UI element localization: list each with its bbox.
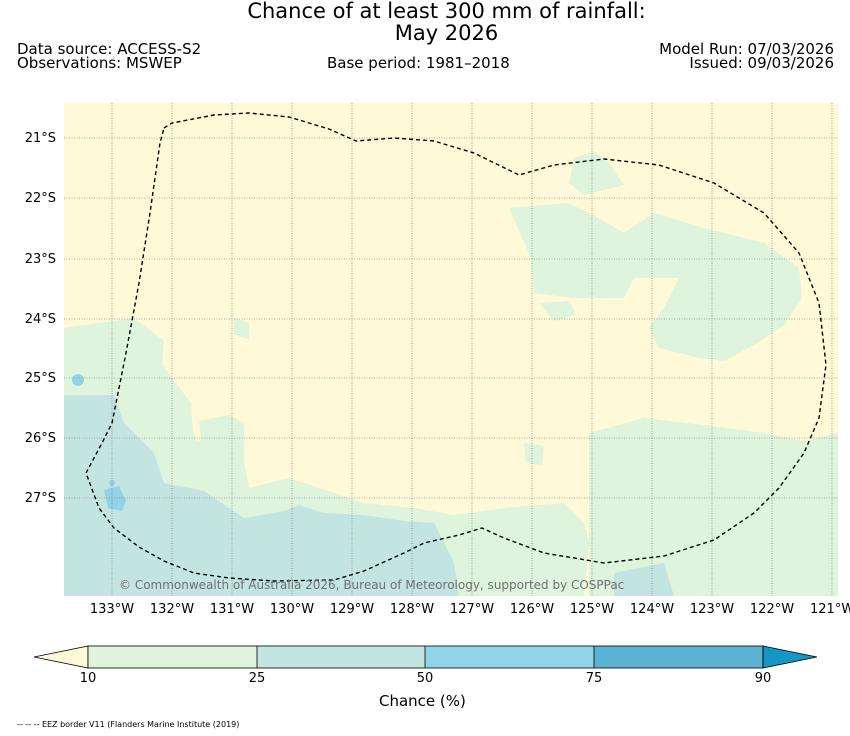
lat-label: 23°S <box>24 252 56 267</box>
colorbar <box>33 645 818 669</box>
model-run-label: Model Run: 07/03/2026 <box>659 40 834 58</box>
colorbar-tick-label: 50 <box>416 671 434 686</box>
map-graticule <box>64 103 838 596</box>
colorbar-tick-label: 75 <box>585 671 603 686</box>
copyright-notice: © Commonwealth of Australia 2026, Bureau… <box>119 578 625 592</box>
lat-label: 25°S <box>24 371 56 386</box>
colorbar-above-90-triangle <box>762 645 818 669</box>
lon-label: 123°W <box>689 602 735 617</box>
map-title-line2: May 2026 <box>394 21 499 45</box>
lon-label: 122°W <box>749 602 795 617</box>
lon-label: 130°W <box>269 602 315 617</box>
colorbar-10-25-segment <box>88 646 257 668</box>
lat-label: 27°S <box>24 491 56 506</box>
lon-label: 133°W <box>89 602 135 617</box>
lat-label: 22°S <box>24 191 56 206</box>
issued-label: Issued: 09/03/2026 <box>689 54 834 72</box>
colorbar-50-75-segment <box>425 646 594 668</box>
probability-25-50-region <box>64 395 674 596</box>
lon-label: 126°W <box>509 602 555 617</box>
colorbar-below-10-triangle <box>33 645 89 669</box>
colorbar-tick-label: 10 <box>79 671 97 686</box>
base-period-label: Base period: 1981–2018 <box>327 54 510 72</box>
lon-label: 132°W <box>149 602 195 617</box>
lat-label: 21°S <box>24 131 56 146</box>
eez-border <box>85 112 827 582</box>
lon-label: 127°W <box>449 602 495 617</box>
lon-label: 124°W <box>629 602 675 617</box>
lon-label: 129°W <box>329 602 375 617</box>
probability-50-75-region <box>72 374 126 511</box>
lon-label: 131°W <box>209 602 255 617</box>
colorbar-tick-label: 25 <box>248 671 266 686</box>
lat-label: 26°S <box>24 431 56 446</box>
data-source-label: Data source: ACCESS-S2 <box>17 40 202 58</box>
colorbar-25-50-segment <box>257 646 425 668</box>
colorbar-axis-label: Chance (%) <box>379 692 466 710</box>
rainfall-probability-map <box>64 103 838 596</box>
lon-label: 121°W <box>810 602 850 617</box>
colorbar-tick-label: 90 <box>754 671 772 686</box>
lat-label: 24°S <box>24 312 56 327</box>
map-title-line1: Chance of at least 300 mm of rainfall: <box>247 0 646 23</box>
observations-label: Observations: MSWEP <box>17 54 182 72</box>
colorbar-75-90-segment <box>594 646 763 668</box>
lon-label: 128°W <box>389 602 435 617</box>
eez-footnote: -- -- -- EEZ border V11 (Flanders Marine… <box>17 720 240 729</box>
lon-label: 125°W <box>569 602 615 617</box>
